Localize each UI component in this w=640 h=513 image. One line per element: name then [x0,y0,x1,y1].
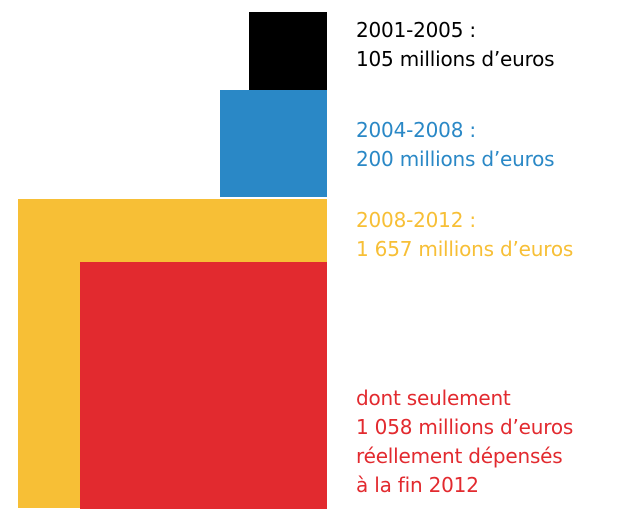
square-2001-2005 [249,12,327,90]
label-2008-2012-period: 2008-2012 : [356,208,476,232]
label-spent-line-3: réellement dépensés [356,444,563,468]
label-2004-2008-period: 2004-2008 : [356,118,476,142]
label-spent-line-4: à la fin 2012 [356,473,479,497]
label-2001-2005-amount: 105 millions d’euros [356,47,555,71]
label-2004-2008: 2004-2008 : 200 millions d’euros [356,116,555,174]
label-spent-line-1: dont seulement [356,386,511,410]
square-2004-2008 [219,90,327,198]
label-spent-2012: dont seulement 1 058 millions d’euros ré… [356,384,573,500]
label-2001-2005: 2001-2005 : 105 millions d’euros [356,16,555,74]
square-spent-2012 [79,262,327,510]
label-2001-2005-period: 2001-2005 : [356,18,476,42]
label-2004-2008-amount: 200 millions d’euros [356,147,555,171]
label-2008-2012-amount: 1 657 millions d’euros [356,237,574,261]
label-spent-line-2: 1 058 millions d’euros [356,415,574,439]
label-2008-2012: 2008-2012 : 1 657 millions d’euros [356,206,573,264]
